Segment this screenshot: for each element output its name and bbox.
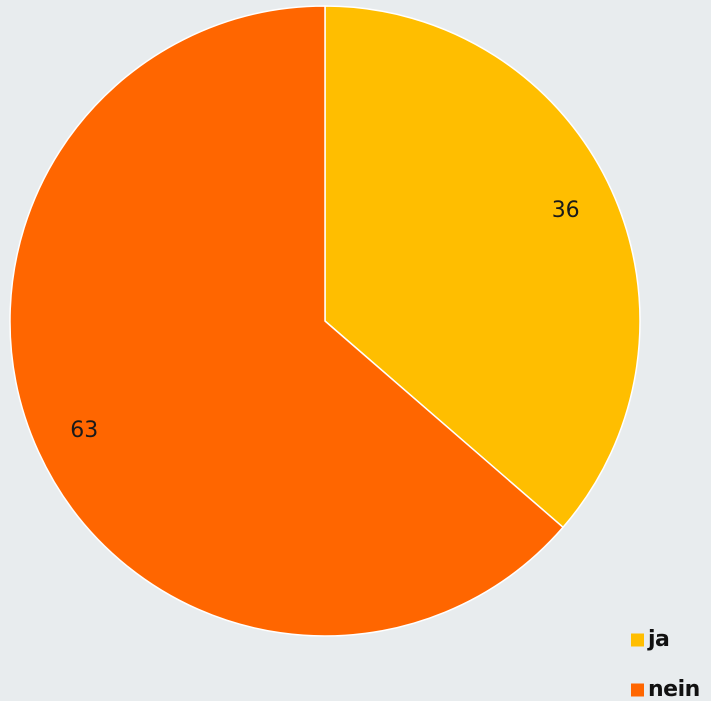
slice-value-label-ja: 36 [552, 198, 580, 223]
pie-slice-nein [9, 5, 564, 637]
legend-label-ja: ja [647, 627, 669, 652]
legend: ja nein [631, 627, 700, 701]
legend-label-nein: nein [648, 677, 700, 701]
pie-slice-labels: 36 63 [70, 198, 579, 443]
legend-swatch-ja [631, 633, 644, 647]
legend-swatch-nein [631, 683, 644, 697]
slice-value-label-nein: 63 [70, 418, 98, 443]
pie-slices [9, 5, 641, 637]
pie-slice-ja [324, 5, 641, 529]
